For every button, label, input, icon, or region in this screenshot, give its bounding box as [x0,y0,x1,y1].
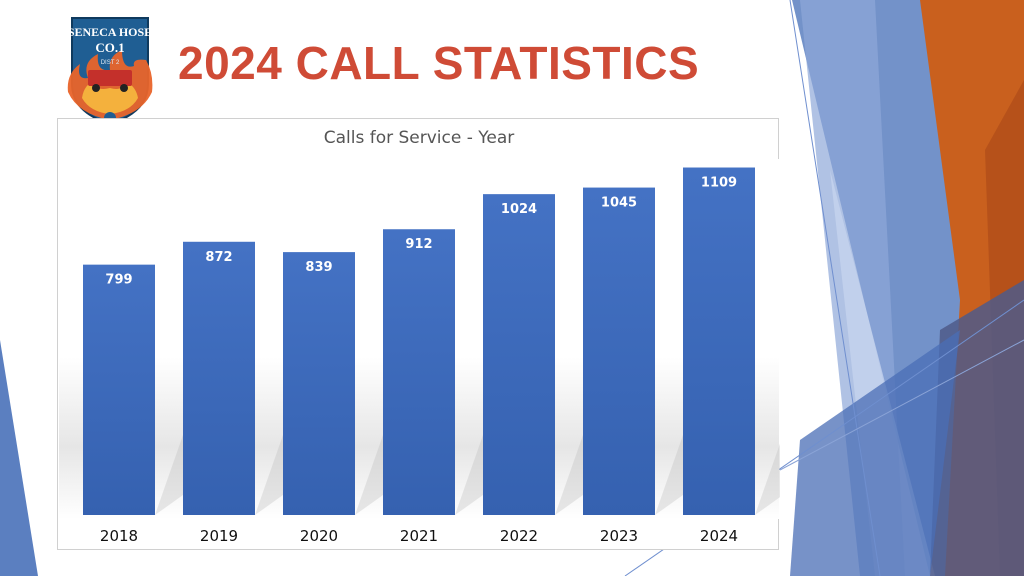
logo-fire-truck [88,70,132,86]
data-label-2018: 799 [105,273,132,288]
data-label-2021: 912 [405,237,432,252]
logo-text-name: SENECA HOSE [68,25,152,39]
bar-2024 [683,167,755,515]
data-label-2024: 1109 [701,176,737,191]
bars-layer: 799 2018 872 2019 839 2020 912 2021 1024 2022 1045… [83,167,780,545]
deco-left-blue-wedge [0,340,38,576]
bar-shadow [755,443,780,515]
bar-shadow [555,435,583,515]
data-label-2023: 1045 [601,196,637,211]
page-title: 2024 CALL STATISTICS [178,37,700,89]
x-tick-label-2018: 2018 [100,527,138,545]
deco-line-3 [779,339,1024,471]
x-tick-label-2019: 2019 [200,527,238,545]
x-tick-label-2024: 2024 [700,527,738,545]
data-label-2019: 872 [205,250,232,265]
bar-2023 [583,187,655,516]
data-label-2020: 839 [305,260,332,275]
seneca-hose-logo: SENECA HOSE CO.1 DIST 2 [67,17,153,126]
bar-chart: 799 2018 872 2019 839 2020 912 2021 1024 2022 1045… [59,159,780,545]
bar-shadow [355,435,383,515]
x-tick-label-2020: 2020 [300,527,338,545]
chart-container: 799 2018 872 2019 839 2020 912 2021 1024 2022 1045… [57,118,780,550]
bar-shadow [655,435,683,515]
x-tick-label-2021: 2021 [400,527,438,545]
bar-2021 [383,229,455,515]
bar-shadow [155,435,183,515]
bar-2022 [483,194,555,515]
logo-text-company: CO.1 [95,40,124,55]
chart-title: Calls for Service - Year [323,128,515,148]
logo-truck-wheel-rear [120,84,128,92]
logo-truck-wheel-front [92,84,100,92]
deco-mid-blue-facet [790,330,960,576]
bar-shadow [455,435,483,515]
data-label-2022: 1024 [501,202,537,217]
deco-line-1 [789,0,881,576]
bar-2018 [83,264,155,515]
bar-2020 [283,252,355,515]
x-tick-label-2023: 2023 [600,527,638,545]
bar-shadow [255,435,283,515]
logo-text-district: DIST 2 [101,60,120,66]
x-tick-label-2022: 2022 [500,527,538,545]
bar-2019 [183,241,255,516]
